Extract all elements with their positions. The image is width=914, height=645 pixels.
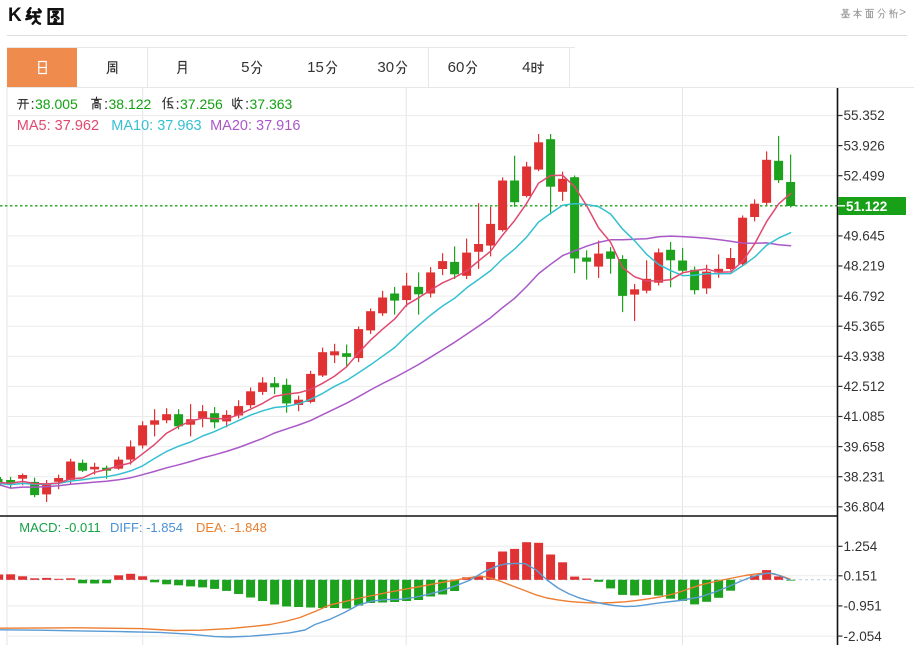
svg-text:55.352: 55.352 [844,108,885,123]
svg-text:51.122: 51.122 [846,199,887,214]
svg-text:52.499: 52.499 [844,168,885,183]
svg-text:45.365: 45.365 [844,319,885,334]
svg-text:MA10: 37.963: MA10: 37.963 [111,118,201,134]
svg-text:43.938: 43.938 [844,349,885,364]
svg-text:48.219: 48.219 [844,259,885,274]
svg-text:37.363: 37.363 [250,96,293,112]
svg-text:0.151: 0.151 [844,569,878,584]
svg-text:42.512: 42.512 [844,379,885,394]
svg-text:53.926: 53.926 [844,138,885,153]
svg-text:-2.054: -2.054 [844,629,883,644]
svg-text:36.804: 36.804 [844,500,886,515]
svg-text:-0.951: -0.951 [844,599,882,614]
svg-text::: : [245,96,249,113]
svg-text::: : [31,96,35,113]
svg-text:DEA: -1.848: DEA: -1.848 [196,520,267,535]
svg-text::: : [176,96,180,113]
svg-text:MACD: -0.011: MACD: -0.011 [19,520,100,535]
svg-text:1.254: 1.254 [844,539,878,554]
svg-text:38.231: 38.231 [844,469,885,484]
svg-text:38.122: 38.122 [109,96,152,112]
svg-text:38.005: 38.005 [35,96,78,112]
svg-text:49.645: 49.645 [844,229,885,244]
svg-text:MA20: 37.916: MA20: 37.916 [210,118,300,134]
svg-text:DIFF: -1.854: DIFF: -1.854 [110,520,183,535]
svg-text:39.658: 39.658 [844,439,885,454]
svg-text:MA5: 37.962: MA5: 37.962 [17,118,99,134]
svg-text:46.792: 46.792 [844,289,885,304]
svg-text:37.256: 37.256 [180,96,223,112]
svg-text::: : [104,96,108,113]
svg-text:41.085: 41.085 [844,409,885,424]
